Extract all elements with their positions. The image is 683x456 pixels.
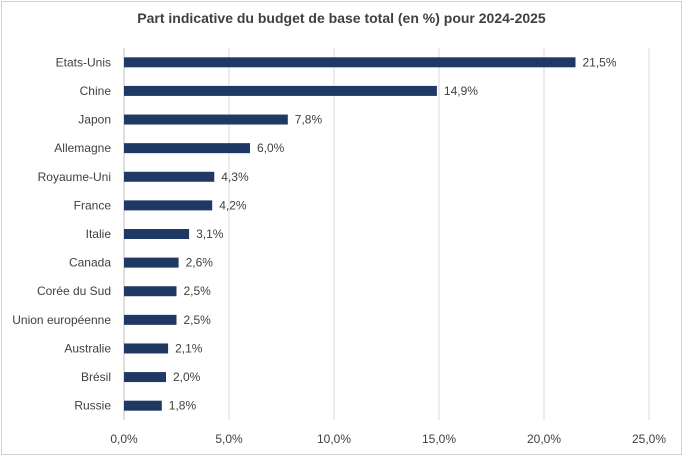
bar: [124, 229, 190, 239]
x-tick-label: 5,0%: [215, 432, 243, 446]
bar: [124, 57, 576, 68]
data-label: 2,5%: [184, 284, 212, 298]
bar: [124, 114, 288, 125]
category-label: Corée du Sud: [37, 284, 111, 298]
data-label: 21,5%: [583, 55, 617, 69]
bar: [124, 85, 437, 96]
data-label: 14,9%: [444, 84, 478, 98]
x-tick-label: 25,0%: [632, 432, 666, 446]
x-tick-label: 0,0%: [110, 432, 138, 446]
bar: [124, 200, 213, 211]
data-label: 4,3%: [221, 170, 249, 184]
category-label: Australie: [64, 341, 111, 355]
data-label: 3,1%: [196, 227, 224, 241]
category-label: France: [74, 198, 112, 212]
category-label: Union européenne: [12, 313, 111, 327]
category-label: Allemagne: [54, 141, 111, 155]
data-label: 4,2%: [219, 198, 247, 212]
bar: [124, 400, 162, 411]
bar: [124, 257, 179, 268]
category-label: Japon: [78, 113, 111, 127]
data-label: 2,6%: [186, 256, 214, 270]
data-label: 2,1%: [175, 341, 203, 355]
category-label: Brésil: [81, 370, 111, 384]
category-label: Royaume-Uni: [38, 170, 111, 184]
category-label: Italie: [86, 227, 112, 241]
x-tick-label: 15,0%: [422, 432, 456, 446]
data-label: 2,0%: [173, 370, 201, 384]
data-label: 1,8%: [169, 399, 197, 413]
bar: [124, 143, 250, 154]
x-tick-label: 10,0%: [317, 432, 351, 446]
category-label: Etats-Unis: [56, 55, 111, 69]
category-label: Russie: [74, 399, 111, 413]
bar: [124, 171, 215, 182]
bar: [124, 372, 166, 383]
bar: [124, 286, 177, 297]
x-tick-label: 20,0%: [527, 432, 561, 446]
data-label: 2,5%: [184, 313, 212, 327]
data-label: 6,0%: [257, 141, 285, 155]
category-label: Canada: [69, 256, 111, 270]
chart-title: Part indicative du budget de base total …: [137, 10, 546, 26]
data-label: 7,8%: [295, 113, 323, 127]
category-label: Chine: [80, 84, 112, 98]
bar: [124, 343, 169, 354]
bar: [124, 314, 177, 325]
